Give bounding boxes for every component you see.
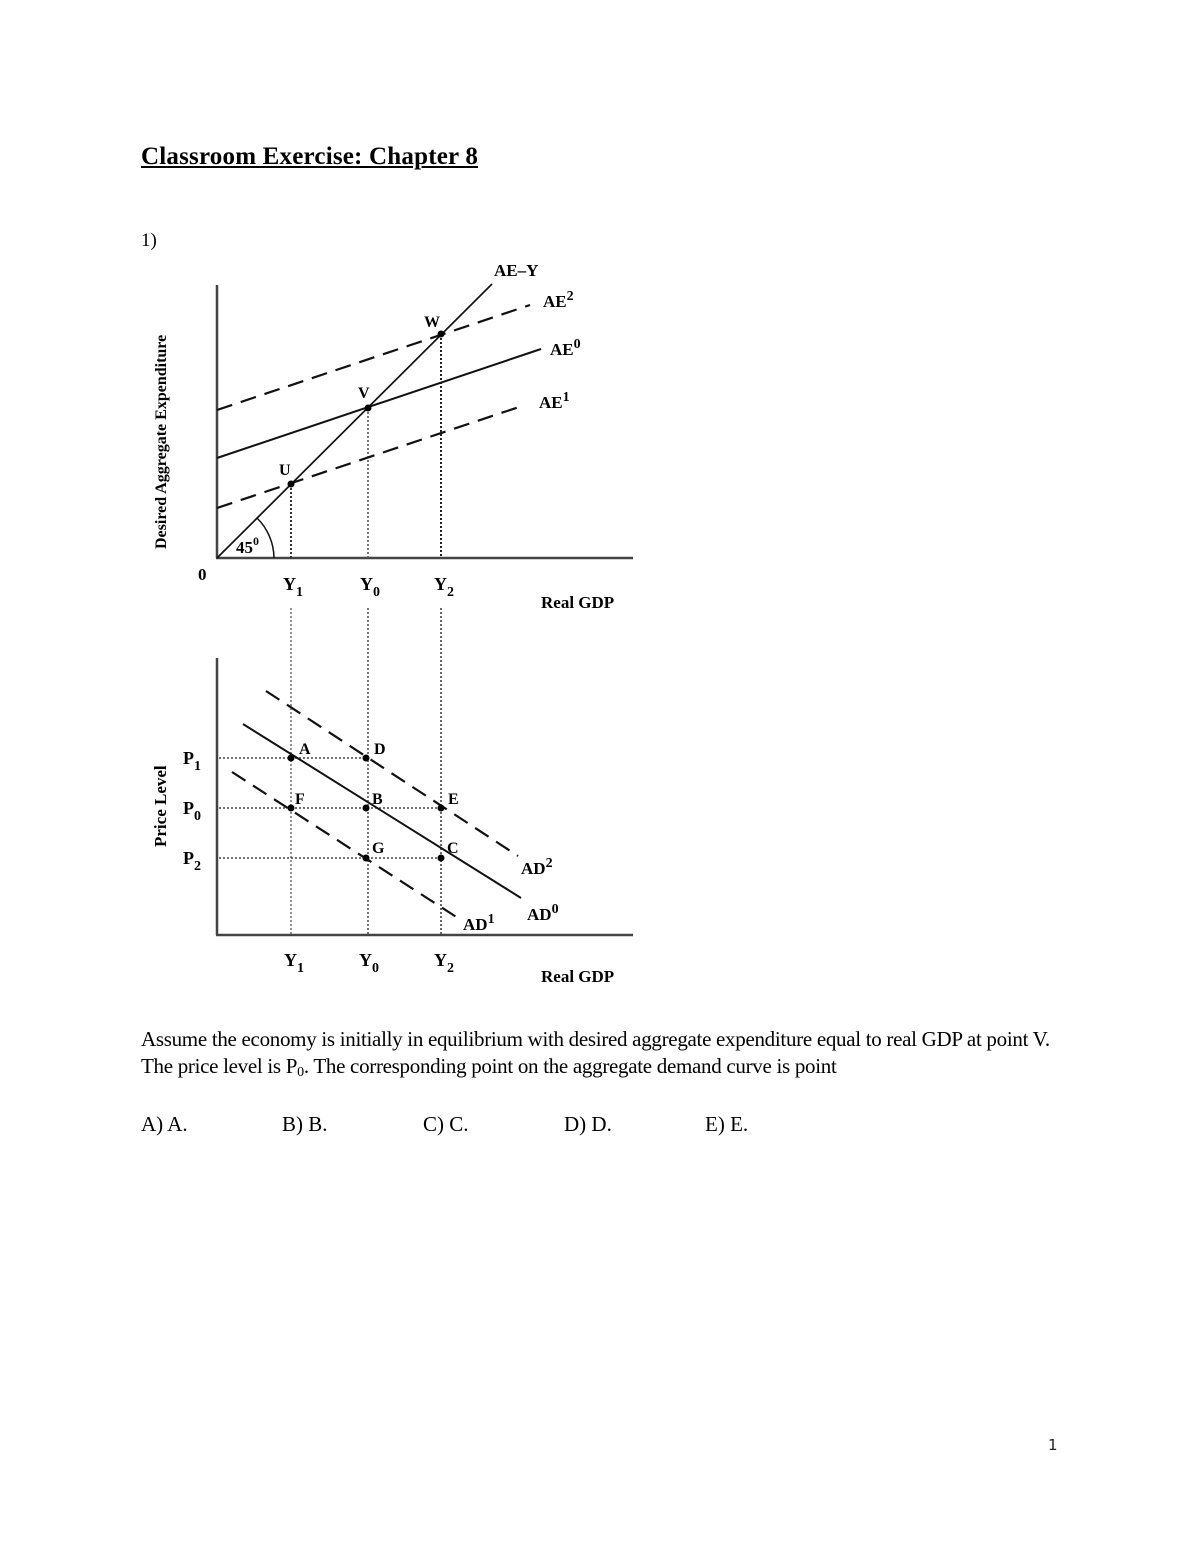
label-b: B [372,791,383,808]
ad-panel: A D F B E G C AD2 AD0 AD1 P1 P0 P2 Y1 Y0… [151,658,633,986]
svg-text:450: 450 [236,534,259,557]
point-c [437,854,445,862]
point-d [362,754,370,762]
point-f [287,804,295,812]
label-w: W [424,314,440,331]
label-u: U [279,462,291,479]
label-v: V [358,385,370,402]
top-x-tick-y0: Y0 [360,574,380,600]
angle-arc [256,517,275,559]
page-title: Classroom Exercise: Chapter 8 [141,143,479,170]
angle-label: 45 [236,538,253,557]
top-x-tick-y2: Y2 [434,574,454,600]
label-ad2: AD2 [521,856,553,878]
bottom-x-tick-y2: Y2 [434,950,454,976]
label-d: D [374,741,386,758]
ad2-curve [265,690,519,857]
label-ae0: AE0 [550,337,581,359]
point-u [287,480,295,488]
y-tick-p2: P2 [183,848,201,874]
label-c: C [447,840,459,857]
ae1-curve [216,403,526,510]
label-ad1: AD1 [463,912,495,934]
bottom-y-axis-label: Price Level [151,765,170,847]
label-ae1: AE1 [539,390,570,412]
point-a [287,754,295,762]
top-x-axis-label: Real GDP [541,593,614,612]
point-w [437,330,445,338]
bottom-x-axis-label: Real GDP [541,967,614,986]
point-v [364,404,372,412]
ae-panel: 450 U V W AE–Y AE2 AE0 AE1 0 Y1 Y0 Y2 [153,261,633,612]
label-g: G [372,840,385,857]
choice-e[interactable]: E) E. [705,1112,749,1136]
point-b [362,804,370,812]
choice-d[interactable]: D) D. [564,1112,612,1136]
point-e [437,804,445,812]
ae2-curve [216,303,531,412]
label-ae2: AE2 [543,289,574,311]
label-a: A [299,741,311,758]
ae0-curve [216,348,542,459]
question-number: 1) [141,230,157,251]
choice-a[interactable]: A) A. [141,1112,188,1136]
ad1-curve [231,771,462,921]
y-tick-p0: P0 [183,798,201,824]
question-text: Assume the economy is initially in equil… [141,1027,1050,1080]
ae-ad-figure: 450 U V W AE–Y AE2 AE0 AE1 0 Y1 Y0 Y2 [140,250,660,1000]
choice-b[interactable]: B) B. [282,1112,328,1136]
label-e: E [448,791,459,808]
label-ae-y: AE–Y [494,261,538,280]
point-g [362,854,370,862]
label-f: F [295,791,305,808]
choice-c[interactable]: C) C. [423,1112,469,1136]
page-number: 1 [1048,1436,1058,1454]
origin-label: 0 [198,565,207,584]
top-y-axis-label: Desired Aggregate Expenditure [153,335,170,549]
ae-y-45deg-line [216,283,493,559]
bottom-x-tick-y0: Y0 [359,950,379,976]
ad0-curve [242,723,522,899]
label-ad0: AD0 [527,902,559,924]
bottom-x-tick-y1: Y1 [284,950,304,976]
top-x-tick-y1: Y1 [283,574,303,600]
y-tick-p1: P1 [183,748,201,774]
